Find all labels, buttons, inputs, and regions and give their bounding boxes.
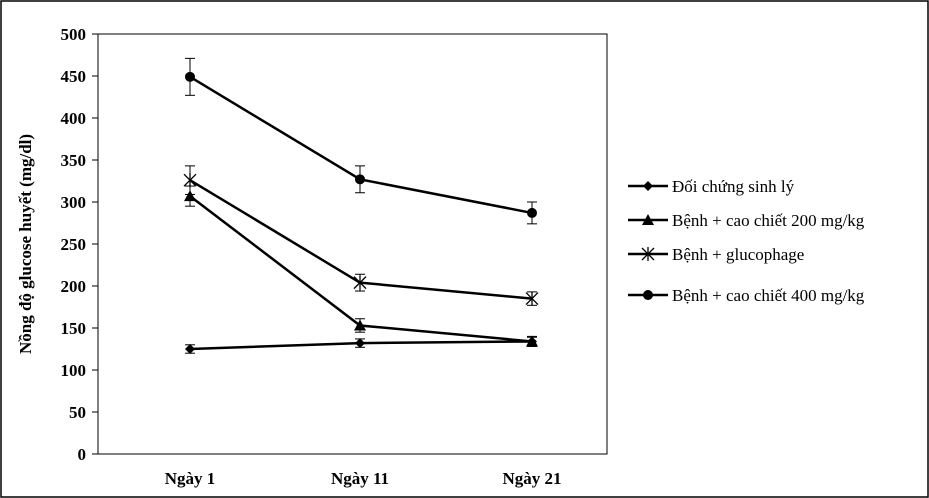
data-point-star	[183, 173, 197, 188]
y-tick-label: 350	[61, 151, 87, 170]
data-point-triangle	[642, 214, 654, 225]
legend-item: Đối chứng sinh lý	[628, 177, 795, 196]
data-point-circle	[185, 71, 195, 82]
data-point-triangle	[526, 335, 538, 347]
x-axis: Ngày 1 Ngày 11 Ngày 21	[165, 469, 562, 488]
legend-item: Bệnh + cao chiết 400 mg/kg	[628, 286, 865, 305]
legend: Đối chứng sinh lý Bệnh + cao chiết 200 mg…	[628, 177, 865, 305]
y-tick-label: 0	[78, 445, 87, 464]
y-tick-label: 450	[61, 67, 87, 86]
legend-item: Bệnh + cao chiết 200 mg/kg	[628, 211, 865, 230]
y-tick-label: 300	[61, 193, 87, 212]
y-tick-label: 400	[61, 109, 87, 128]
data-point-star	[641, 247, 655, 261]
data-point-circle	[527, 207, 537, 218]
data-point-triangle	[354, 319, 366, 331]
y-tick-label: 50	[69, 403, 86, 422]
y-axis-label: Nồng độ glucose huyết (mg/dl)	[16, 134, 35, 354]
y-tick-label: 200	[61, 277, 87, 296]
legend-label: Đối chứng sinh lý	[672, 177, 795, 196]
data-point-diamond	[643, 181, 653, 191]
y-tick-label: 500	[61, 25, 87, 44]
series-group	[183, 165, 539, 306]
series-layer	[183, 57, 539, 354]
data-point-diamond	[355, 338, 365, 349]
data-point-circle	[643, 290, 653, 300]
x-tick-label: Ngày 1	[165, 469, 216, 488]
legend-label: Bệnh + cao chiết 200 mg/kg	[672, 211, 865, 230]
data-point-star	[353, 275, 367, 290]
data-point-triangle	[184, 190, 196, 202]
x-tick-label: Ngày 11	[331, 469, 389, 488]
series-group	[185, 57, 537, 225]
data-point-star	[525, 291, 539, 306]
data-point-diamond	[185, 344, 195, 354]
legend-label: Bệnh + cao chiết 400 mg/kg	[672, 286, 865, 305]
legend-label: Bệnh + glucophage	[672, 245, 804, 264]
y-tick-label: 100	[61, 361, 87, 380]
y-axis: 0 50 100 150 200 250 300 350 400 450 500	[61, 25, 98, 464]
data-point-circle	[355, 174, 365, 185]
x-tick-label: Ngày 21	[502, 469, 561, 488]
legend-item: Bệnh + glucophage	[628, 245, 804, 264]
y-tick-label: 250	[61, 235, 87, 254]
y-tick-label: 150	[61, 319, 87, 338]
